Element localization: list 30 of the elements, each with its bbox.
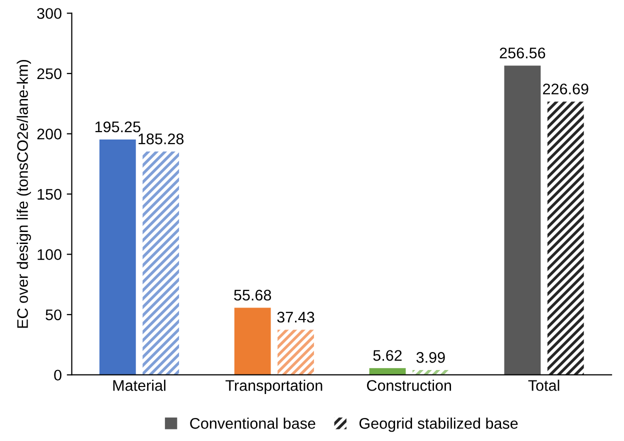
y-tick-label: 100 — [38, 249, 62, 260]
data-label: 185.28 — [138, 134, 184, 144]
data-label: 3.99 — [416, 352, 445, 363]
bar — [142, 152, 180, 375]
y-tick-label: 0 — [54, 370, 62, 381]
y-axis-title: EC over design life (tonsCO2e/lane-km) — [16, 60, 31, 328]
y-tick-label: 300 — [37, 8, 62, 19]
bar — [99, 139, 136, 375]
x-tick-label: Total — [528, 380, 560, 391]
legend-label: Conventional base — [190, 418, 316, 429]
legend-label: Geogrid stabilized base — [359, 418, 518, 432]
bar — [412, 370, 449, 375]
bar — [547, 102, 584, 375]
x-tick-label: Construction — [367, 380, 452, 391]
bar — [504, 66, 541, 375]
data-label: 37.43 — [277, 312, 314, 323]
bar — [234, 308, 271, 375]
data-label: 5.62 — [373, 350, 402, 361]
bar — [278, 330, 314, 375]
y-tick-label: 200 — [37, 128, 62, 140]
y-tick-label: 250 — [37, 68, 62, 80]
data-label: 226.69 — [543, 84, 588, 94]
data-label: 195.25 — [95, 121, 140, 132]
y-tick-label: 50 — [46, 309, 62, 320]
data-label: 55.68 — [234, 290, 272, 301]
y-tick-label: 150 — [38, 188, 62, 200]
x-tick-label: Transportation — [226, 380, 322, 394]
data-label: 256.56 — [500, 48, 546, 58]
x-tick-label: Material — [113, 380, 166, 391]
bar — [369, 368, 406, 375]
